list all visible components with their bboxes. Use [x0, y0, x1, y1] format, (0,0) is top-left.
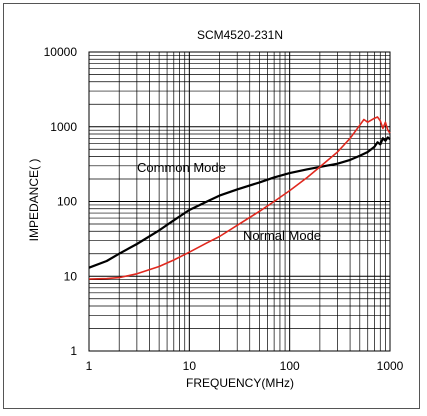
chart-title: SCM4520-231N — [197, 28, 283, 42]
y-tick-label: 1000 — [50, 120, 77, 134]
x-tick-label: 100 — [280, 359, 300, 373]
series-layer — [88, 116, 391, 280]
x-tick-label: 10 — [183, 359, 197, 373]
y-tick-label: 1 — [70, 344, 77, 358]
tick-labels: 1 10 100 1000 1 10 100 1000 10000 — [44, 45, 404, 373]
x-tick-label: 1 — [86, 359, 93, 373]
y-tick-label: 100 — [57, 195, 77, 209]
y-axis-title: IMPEDANCE( ) — [27, 159, 41, 242]
normal-mode-label: Normal Mode — [243, 228, 321, 243]
x-tick-label: 1000 — [377, 359, 404, 373]
common-mode-line — [88, 136, 391, 269]
plot-area — [88, 51, 391, 352]
chart-frame — [3, 3, 420, 409]
x-axis-title: FREQUENCY(MHz) — [186, 376, 294, 390]
normal-mode-line — [88, 116, 391, 280]
common-mode-label: Common Mode — [137, 160, 226, 175]
y-tick-label: 10000 — [44, 45, 78, 59]
y-tick-label: 10 — [64, 269, 78, 283]
plot-grid — [88, 52, 390, 352]
